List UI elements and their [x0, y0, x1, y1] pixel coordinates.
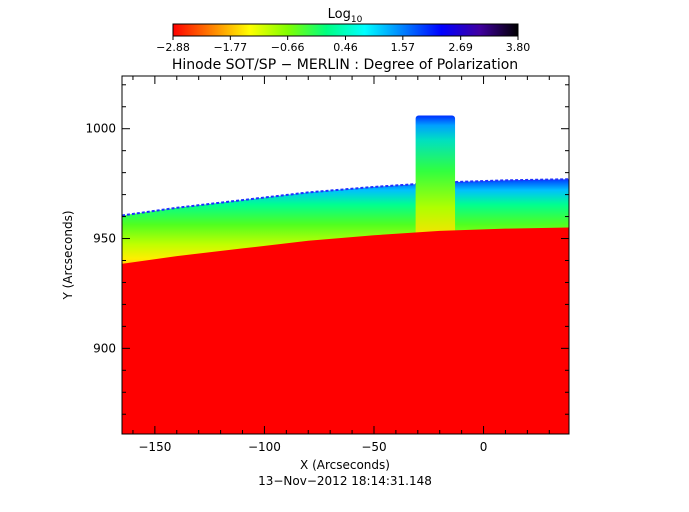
solar-disk [122, 227, 569, 434]
colorbar-tick-label: −0.66 [271, 41, 305, 54]
colorbar-tick-label: 3.80 [506, 41, 531, 54]
colorbar-tick-label: −1.77 [213, 41, 247, 54]
colorbar-label-main: Log [328, 7, 351, 22]
chart-title: Hinode SOT/SP − MERLIN : Degree of Polar… [172, 57, 518, 73]
y-tick-label: 950 [93, 232, 116, 246]
y-tick-label: 1000 [85, 122, 116, 136]
colorbar-tick-label: 2.69 [448, 41, 473, 54]
prominence [415, 115, 456, 239]
y-axis-ticks: 900 950 1000 [85, 84, 569, 415]
y-axis-label: Y (Arcseconds) [61, 210, 75, 300]
colorbar-ticks: −2.88 −1.77 −0.66 0.46 1.57 2.69 3.80 [156, 36, 530, 54]
colorbar-tick-label: −2.88 [156, 41, 190, 54]
atmosphere-noise-edge [122, 178, 569, 217]
colorbar-tick-label: 0.46 [333, 41, 358, 54]
timestamp-annotation: 13−Nov−2012 18:14:31.148 [258, 474, 432, 488]
x-axis-label: X (Arcseconds) [300, 458, 390, 472]
x-tick-label: 0 [480, 440, 488, 454]
colorbar: Log10 −2.88 −1.77 −0.66 0.46 1.57 2.69 3.80 [156, 7, 530, 54]
x-tick-label: −150 [138, 440, 171, 454]
colorbar-bar [172, 23, 519, 37]
x-tick-label: −100 [248, 440, 281, 454]
colorbar-label-sub: 10 [351, 15, 363, 25]
heatmap-image [122, 76, 569, 434]
y-tick-label: 900 [93, 341, 116, 355]
plot-frame [121, 75, 570, 435]
x-axis-ticks: −150 −100 −50 0 [132, 76, 550, 454]
colorbar-label: Log10 [328, 7, 363, 25]
colorbar-tick-label: 1.57 [391, 41, 416, 54]
x-tick-label: −50 [361, 440, 386, 454]
